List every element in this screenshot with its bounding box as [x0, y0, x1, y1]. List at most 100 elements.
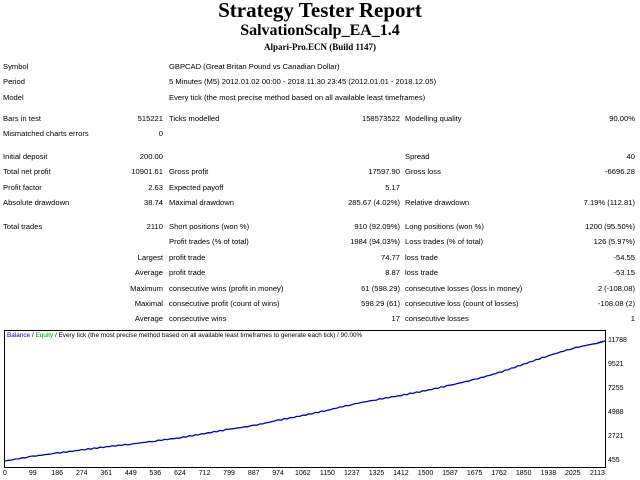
long-positions-value: 1200 (95.50%): [585, 222, 635, 231]
x-tick-label: 449: [125, 470, 137, 477]
maximal-consecutive-profit-value: 598.29 (61): [361, 299, 400, 308]
symbol-value: GBPCAD (Great Britan Pound vs Canadian D…: [169, 62, 340, 71]
spread-value: 40: [626, 152, 635, 161]
average-profit-trade-label: profit trade: [169, 268, 206, 277]
x-tick-label: 624: [174, 470, 186, 477]
x-tick-label: 1412: [393, 470, 409, 477]
gross-loss-label: Gross loss: [405, 167, 441, 176]
total-trades-label: Total trades: [3, 222, 43, 231]
period-value: 5 Minutes (M5) 2012.01.02 00:00 - 2018.1…: [169, 77, 437, 86]
x-tick-label: 2113: [589, 470, 605, 477]
profit-factor-value: 2.63: [148, 183, 163, 192]
x-tick-label: 0: [3, 470, 7, 477]
broker-build: Alpari-Pro.ECN (Build 1147): [263, 42, 377, 52]
bars-value: 515221: [137, 114, 163, 123]
x-tick-label: 186: [51, 470, 63, 477]
initial-deposit-label: Initial deposit: [3, 152, 48, 161]
gross-loss-value: -6696.28: [605, 167, 635, 176]
maximal-drawdown-value: 285.67 (4.02%): [348, 198, 400, 207]
maximal-consecutive-loss-label: consecutive loss (count of losses): [405, 299, 519, 308]
loss-trades-value: 126 (5.97%): [593, 237, 635, 246]
x-tick-label: 1237: [344, 470, 360, 477]
model-label: Model: [3, 93, 24, 102]
balance-line: [5, 340, 605, 462]
x-tick-label: 274: [75, 470, 88, 477]
spread-label: Spread: [405, 152, 430, 161]
x-tick-label: 712: [198, 470, 211, 477]
mismatched-errors-label: Mismatched charts errors: [3, 129, 89, 138]
report-title: Strategy Tester Report: [218, 0, 422, 22]
x-tick-label: 1938: [540, 470, 557, 477]
chart-legend: Balance / Equity / Every tick (the most …: [7, 332, 362, 340]
balance-chart: Balance / Equity / Every tick (the most …: [4, 330, 606, 468]
largest-label: Largest: [137, 253, 163, 262]
period-label: Period: [3, 77, 25, 86]
loss-trades-label: Loss trades (% of total): [405, 237, 484, 246]
x-tick-label: 1325: [368, 470, 385, 477]
long-positions-label: Long positions (won %): [405, 222, 484, 231]
average-consecutive-label: Average: [134, 314, 163, 323]
legend-balance: Balance: [7, 332, 31, 339]
average-profit-trade-value: 8.87: [385, 268, 400, 277]
short-positions-label: Short positions (won %): [169, 222, 250, 231]
maximal-drawdown-label: Maximal drawdown: [169, 198, 234, 207]
profit-trades-value: 1984 (94.03%): [350, 237, 400, 246]
initial-deposit-value: 200.00: [139, 152, 163, 161]
modelling-quality-value: 90.00%: [609, 114, 635, 123]
average-consecutive-wins-label: consecutive wins: [169, 314, 227, 323]
maximum-label: Maximum: [130, 284, 163, 293]
short-positions-value: 910 (92.09%): [354, 222, 400, 231]
x-tick-label: 1150: [319, 470, 335, 477]
max-consecutive-wins-label: consecutive wins (profit in money): [169, 284, 284, 293]
expected-payoff-label: Expected payoff: [169, 183, 224, 192]
legend-equity: Equity: [35, 332, 54, 339]
mismatched-errors-value: 0: [158, 129, 163, 138]
x-tick-label: 1587: [442, 470, 458, 477]
average-loss-trade-label: loss trade: [405, 268, 438, 277]
y-tick-label: 2721: [608, 433, 624, 440]
ea-name: SalvationScalp_EA_1.4: [240, 22, 400, 39]
profit-trades-label: Profit trades (% of total): [169, 237, 249, 246]
x-tick-label: 361: [100, 470, 113, 477]
model-value: Every tick (the most precise method base…: [169, 93, 426, 102]
y-tick-label: 455: [608, 457, 620, 464]
x-tick-label: 799: [223, 470, 235, 477]
y-tick-label: 7255: [608, 384, 624, 392]
maximal-label: Maximal: [134, 299, 163, 308]
x-tick-label: 1762: [491, 470, 507, 477]
profit-factor-label: Profit factor: [3, 183, 42, 192]
chart-plot: [5, 340, 605, 462]
bars-label: Bars in test: [3, 114, 41, 123]
average-label: Average: [134, 268, 163, 277]
x-tick-label: 99: [28, 470, 37, 477]
x-tick-label: 1675: [466, 470, 483, 477]
total-net-profit-value: 10901.61: [131, 167, 163, 176]
relative-drawdown-value: 7.19% (112.81): [583, 198, 635, 207]
x-tick-label: 536: [149, 470, 162, 477]
ticks-label: Ticks modelled: [169, 114, 220, 123]
legend-description: / Every tick (the most precise method ba…: [53, 332, 363, 339]
modelling-quality-label: Modelling quality: [405, 114, 462, 123]
average-loss-trade-value: -53.15: [613, 268, 635, 277]
largest-profit-trade-value: 74.77: [380, 253, 400, 262]
relative-drawdown-label: Relative drawdown: [405, 198, 470, 207]
max-consecutive-losses-label: consecutive losses (loss in money): [405, 284, 523, 293]
maximal-consecutive-profit-label: consecutive profit (count of wins): [169, 299, 280, 308]
x-tick-label: 1062: [294, 470, 311, 477]
x-tick-label: 1850: [515, 470, 532, 477]
gross-profit-label: Gross profit: [169, 167, 209, 176]
y-tick-label: 4988: [608, 409, 624, 416]
average-consecutive-wins-value: 17: [391, 314, 400, 323]
symbol-label: Symbol: [3, 62, 29, 71]
expected-payoff-value: 5.17: [385, 183, 400, 192]
average-consecutive-losses-value: 1: [630, 314, 635, 323]
largest-profit-trade-label: profit trade: [169, 253, 206, 262]
x-tick-label: 1500: [417, 470, 434, 477]
maximal-consecutive-loss-value: -108.08 (2): [597, 299, 635, 308]
ticks-value: 158573522: [361, 114, 400, 123]
y-tick-label: 9521: [608, 361, 624, 368]
max-consecutive-wins-value: 61 (598.29): [361, 284, 400, 293]
gross-profit-value: 17597.90: [368, 167, 400, 176]
y-tick-label: 11788: [608, 337, 627, 344]
x-tick-label: 887: [247, 470, 260, 477]
